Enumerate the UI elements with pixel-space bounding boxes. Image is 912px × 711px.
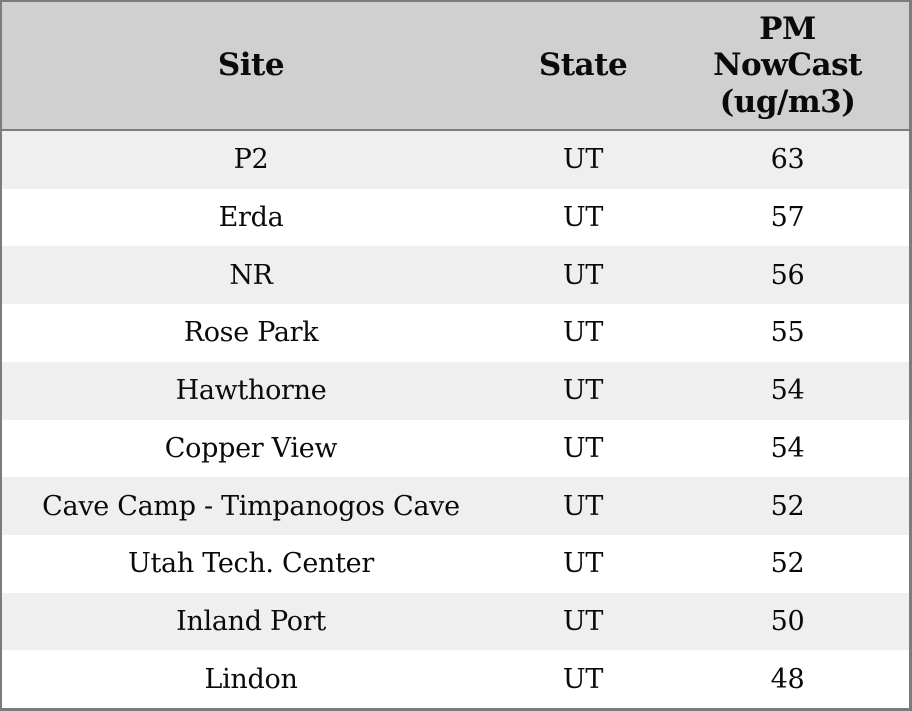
- table-body: P2 UT 63 Erda UT 57 NR UT 56 Rose Park UT 55 Hawthor…: [2, 131, 909, 709]
- cell-pm-nowcast: 63: [770, 144, 805, 176]
- table-header-row: Site State PM NowCast (ug/m3): [2, 2, 909, 131]
- cell-state: UT: [562, 317, 604, 349]
- table-row: Inland Port UT 50: [2, 592, 909, 651]
- table-row: Copper View UT 54: [2, 419, 909, 478]
- cell-state: UT: [562, 605, 604, 637]
- cell-site: Rose Park: [183, 317, 319, 349]
- column-header-site: Site: [217, 47, 285, 84]
- cell-pm-nowcast: 54: [770, 375, 805, 407]
- cell-pm-nowcast: 54: [770, 432, 805, 464]
- cell-state: UT: [562, 548, 604, 580]
- cell-pm-nowcast: 52: [770, 548, 805, 580]
- cell-site: Inland Port: [176, 605, 326, 637]
- cell-site: Cave Camp - Timpanogos Cave: [42, 490, 460, 522]
- table-row: Utah Tech. Center UT 52: [2, 534, 909, 593]
- cell-site: Hawthorne: [175, 375, 327, 407]
- table-row: Lindon UT 48: [2, 650, 909, 709]
- cell-state: UT: [562, 375, 604, 407]
- cell-pm-nowcast: 56: [770, 259, 805, 291]
- cell-site: Utah Tech. Center: [128, 548, 374, 580]
- table-row: P2 UT 63: [2, 131, 909, 189]
- table-row: Cave Camp - Timpanogos Cave UT 52: [2, 477, 909, 535]
- cell-state: UT: [562, 490, 604, 522]
- table-row: NR UT 56: [2, 246, 909, 305]
- cell-pm-nowcast: 57: [770, 202, 805, 234]
- cell-state: UT: [562, 202, 604, 234]
- column-header-pm-nowcast: PM NowCast (ug/m3): [713, 11, 862, 120]
- cell-site: Copper View: [164, 432, 338, 464]
- cell-state: UT: [562, 432, 604, 464]
- cell-state: UT: [562, 663, 604, 695]
- table-row: Erda UT 57: [2, 188, 909, 247]
- cell-state: UT: [562, 144, 604, 176]
- cell-pm-nowcast: 50: [770, 605, 805, 637]
- cell-site: P2: [233, 144, 269, 176]
- cell-site: NR: [229, 259, 273, 291]
- column-header-state: State: [538, 47, 628, 84]
- cell-pm-nowcast: 55: [770, 317, 805, 349]
- cell-site: Erda: [218, 202, 284, 234]
- cell-pm-nowcast: 52: [770, 490, 805, 522]
- cell-pm-nowcast: 48: [770, 663, 805, 695]
- cell-site: Lindon: [204, 663, 298, 695]
- cell-state: UT: [562, 259, 604, 291]
- table-row: Hawthorne UT 54: [2, 361, 909, 420]
- table-row: Rose Park UT 55: [2, 304, 909, 362]
